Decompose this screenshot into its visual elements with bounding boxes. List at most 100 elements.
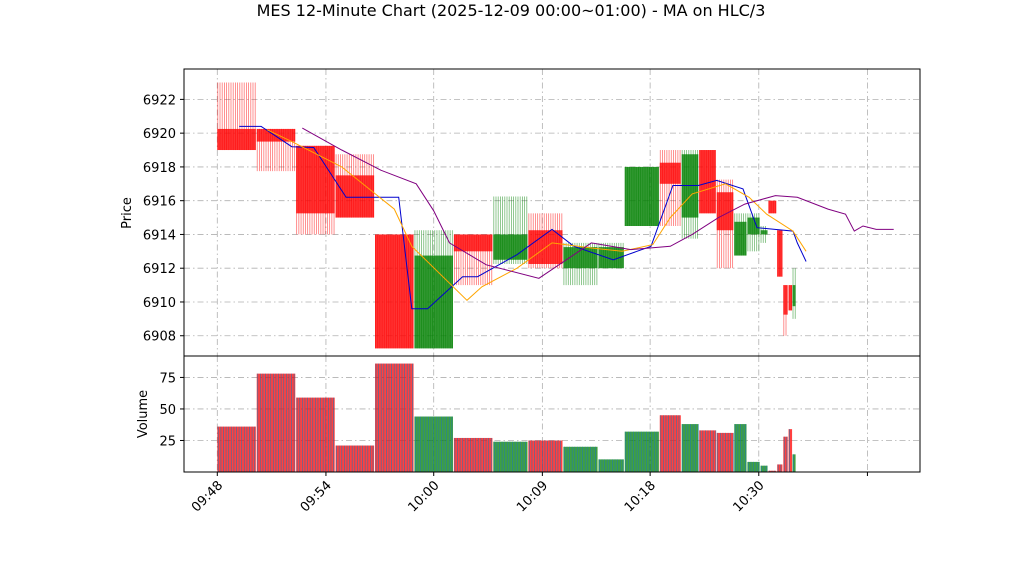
price-y-tick-label: 6914	[143, 228, 176, 243]
volume-panel: 25 50 75 Volume	[136, 355, 921, 473]
volume-bar	[493, 441, 528, 472]
candle-body	[747, 217, 760, 235]
volume-bars	[217, 363, 796, 472]
volume-bar-fill	[699, 430, 716, 472]
volume-bar	[681, 424, 699, 472]
price-y-tick-label: 6920	[143, 127, 176, 142]
candle-body	[414, 255, 453, 349]
candle-body	[788, 285, 793, 311]
candle-down	[777, 230, 783, 277]
volume-bar	[760, 465, 768, 472]
candle-down	[768, 200, 777, 214]
volume-bar	[335, 445, 375, 472]
volume-bar	[747, 461, 760, 472]
volume-y-tick-label: 50	[159, 403, 176, 418]
candle-up	[734, 213, 747, 256]
volume-bar	[716, 432, 734, 472]
candle-down	[375, 234, 414, 349]
volume-bar-fill	[624, 431, 659, 472]
volume-y-ticks: 25 50 75	[159, 371, 184, 449]
volume-bar	[563, 446, 598, 472]
volume-bar	[783, 436, 788, 472]
chart-title: MES 12-Minute Chart (2025-12-09 00:00~01…	[257, 1, 766, 20]
volume-bar	[598, 459, 624, 472]
candle-up	[414, 230, 453, 349]
candle-body	[760, 230, 768, 235]
candle-body	[777, 230, 783, 277]
candle-down	[296, 145, 335, 235]
price-y-tick-label: 6918	[143, 161, 176, 176]
volume-bar	[217, 426, 256, 472]
price-candles	[217, 82, 796, 349]
candle-body	[716, 192, 734, 231]
candle-body	[624, 166, 659, 227]
candle-down	[788, 285, 793, 311]
volume-bar-fill	[528, 440, 563, 472]
volume-bar-fill	[659, 415, 681, 472]
volume-bar	[792, 454, 796, 472]
candle-body	[783, 285, 788, 315]
volume-bar	[453, 437, 493, 472]
volume-bar	[659, 415, 681, 472]
candle-body	[493, 234, 528, 260]
volume-bar	[788, 429, 793, 472]
candle-up	[624, 166, 659, 227]
volume-bar	[699, 430, 717, 472]
candle-body	[335, 175, 375, 218]
volume-bar-fill	[783, 436, 788, 472]
volume-bar-fill	[563, 446, 598, 472]
volume-bar	[296, 397, 335, 472]
price-y-tick-label: 6916	[143, 195, 176, 210]
volume-bar-fill	[788, 429, 793, 472]
candle-up	[792, 268, 796, 319]
candle-body	[375, 234, 414, 349]
price-y-tick-label: 6922	[143, 93, 176, 108]
price-y-tick-label: 6912	[143, 262, 176, 277]
candle-body	[768, 200, 777, 214]
volume-bar-fill	[792, 454, 796, 472]
candle-body	[598, 247, 624, 269]
price-y-label: Price	[120, 197, 135, 229]
volume-bar-fill	[681, 424, 699, 472]
volume-bar	[414, 416, 453, 472]
candle-up	[598, 242, 624, 269]
candle-body	[699, 150, 716, 214]
candle-body	[296, 145, 335, 214]
volume-y-label: Volume	[136, 390, 151, 438]
price-panel: 6908 6910 6912 6914 6916 6918 6920 6922 Price	[120, 68, 921, 357]
candle-body	[734, 221, 747, 256]
moving-average-line	[266, 129, 807, 301]
volume-y-tick-label: 75	[159, 371, 176, 386]
candle-body	[792, 285, 796, 307]
candle-up	[493, 196, 528, 264]
candle-body	[453, 234, 493, 252]
moving-average-line	[302, 127, 894, 279]
candle-body	[217, 128, 256, 151]
price-y-ticks: 6908 6910 6912 6914 6916 6918 6920 6922	[143, 93, 184, 345]
volume-bar-fill	[716, 432, 734, 472]
moving-average-line	[239, 125, 807, 310]
candle-down	[716, 179, 734, 269]
volume-bar	[375, 363, 414, 472]
candle-body	[256, 128, 296, 142]
volume-bar-fill	[493, 441, 528, 472]
candle-down	[217, 82, 256, 151]
moving-average-lines	[239, 125, 894, 310]
volume-y-tick-label: 25	[159, 434, 176, 449]
volume-bar-fill	[777, 464, 783, 472]
candle-body	[563, 247, 598, 269]
candle-down	[783, 285, 788, 336]
price-y-tick-label: 6908	[143, 330, 176, 345]
volume-bar	[256, 373, 296, 472]
candle-body	[659, 162, 681, 184]
volume-bar	[528, 440, 563, 472]
volume-axes-frame	[183, 355, 921, 473]
volume-bar	[734, 424, 747, 472]
volume-bar	[624, 431, 659, 472]
candle-down	[659, 150, 681, 227]
volume-bar	[777, 464, 783, 472]
price-y-tick-label: 6910	[143, 296, 176, 311]
